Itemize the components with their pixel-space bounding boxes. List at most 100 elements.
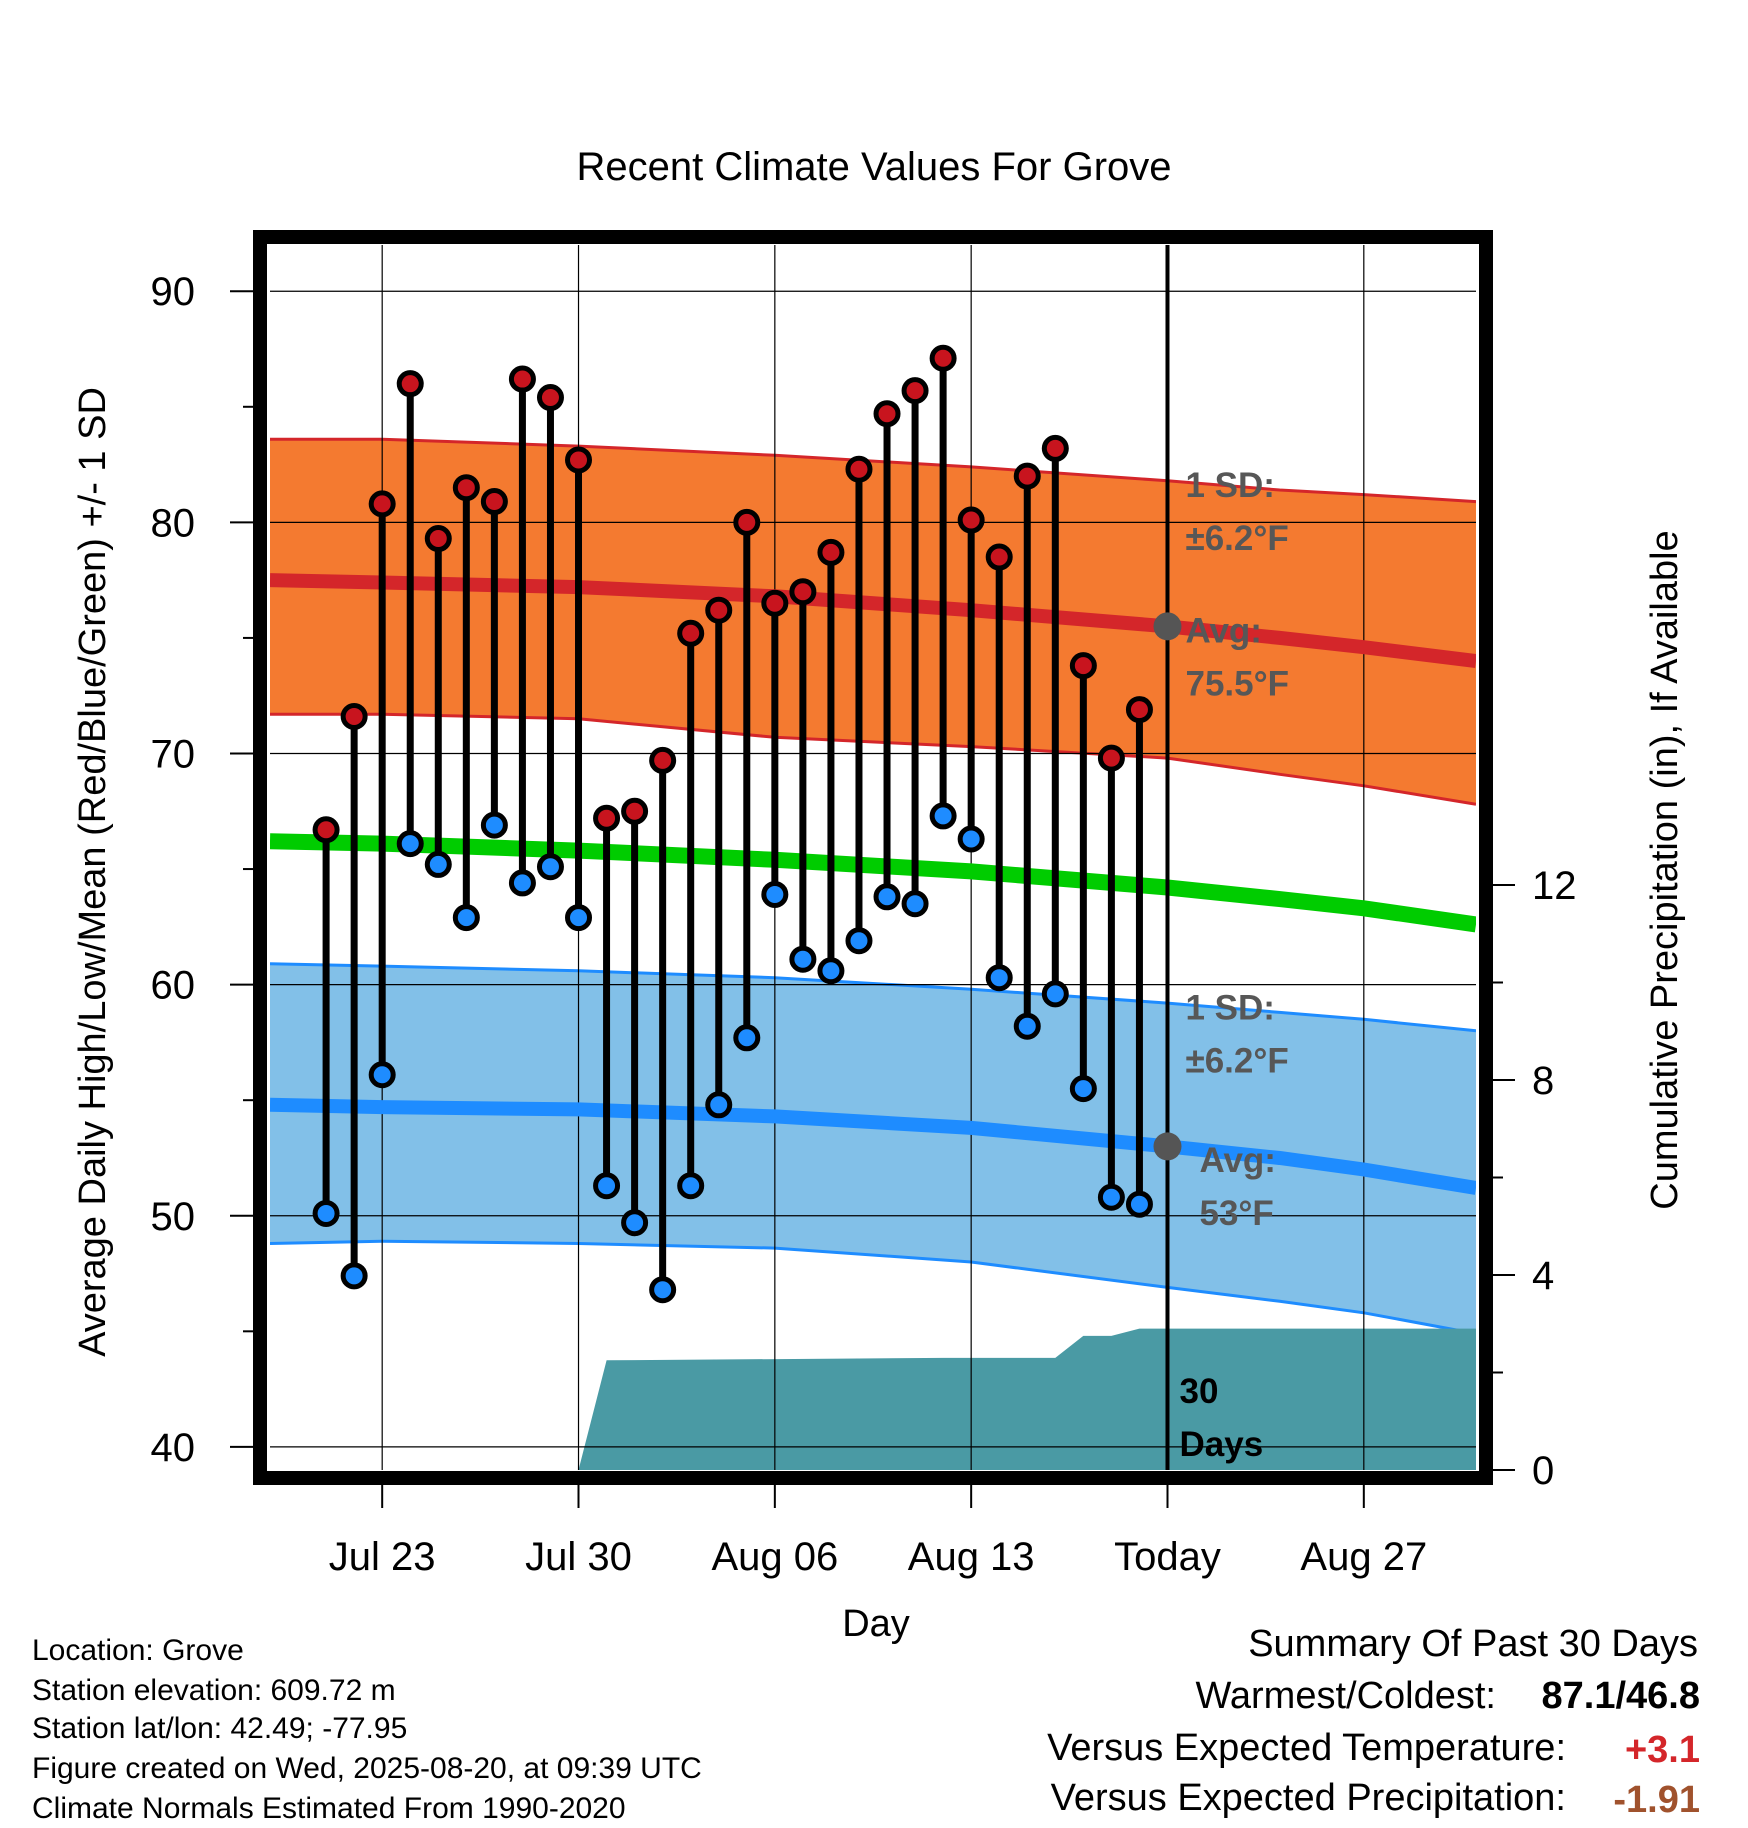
daily-low-point bbox=[677, 1172, 705, 1200]
daily-high-point bbox=[761, 589, 789, 617]
x-axis-label: Day bbox=[842, 1603, 910, 1645]
daily-low-point bbox=[789, 945, 817, 973]
daily-high-point bbox=[817, 538, 845, 566]
low-avg-value: 53°F bbox=[1199, 1194, 1273, 1233]
high-sd-value: ±6.2°F bbox=[1185, 519, 1288, 558]
summary-temp-value: +3.1 bbox=[1625, 1729, 1700, 1771]
y-left-tick-label: 80 bbox=[151, 501, 196, 545]
x-tick-label: Today bbox=[1114, 1535, 1221, 1579]
today-low-average-marker bbox=[1153, 1132, 1182, 1161]
daily-low-point bbox=[508, 869, 536, 897]
daily-low-point bbox=[957, 825, 985, 853]
info-created: Figure created on Wed, 2025-08-20, at 09… bbox=[32, 1752, 702, 1785]
daily-low-point bbox=[424, 850, 452, 878]
daily-high-point bbox=[901, 377, 929, 405]
daily-high-point bbox=[873, 400, 901, 428]
daily-high-point bbox=[649, 746, 677, 774]
daily-high-point bbox=[508, 365, 536, 393]
daily-high-point bbox=[621, 797, 649, 825]
daily-low-point bbox=[761, 880, 789, 908]
plot-frame bbox=[253, 230, 1493, 1485]
daily-low-point bbox=[340, 1262, 368, 1290]
daily-low-point bbox=[1069, 1075, 1097, 1103]
daily-high-point bbox=[340, 703, 368, 731]
info-location: Location: Grove bbox=[32, 1634, 244, 1667]
low-avg-label: Avg: bbox=[1199, 1141, 1275, 1180]
high-avg-label: Avg: bbox=[1185, 612, 1261, 651]
low-sd-value: ±6.2°F bbox=[1185, 1041, 1288, 1080]
summary-precip-value: -1.91 bbox=[1613, 1779, 1700, 1821]
daily-low-point bbox=[929, 802, 957, 830]
y-right-tick-label: 0 bbox=[1532, 1449, 1554, 1493]
daily-low-point bbox=[396, 830, 424, 858]
daily-low-point bbox=[368, 1061, 396, 1089]
daily-high-point bbox=[1097, 744, 1125, 772]
daily-low-point bbox=[901, 890, 929, 918]
daily-high-point bbox=[396, 370, 424, 398]
daily-low-point bbox=[1125, 1190, 1153, 1218]
y-left-tick-label: 90 bbox=[151, 270, 196, 314]
summary-panel: Summary Of Past 30 Days Warmest/Coldest:… bbox=[1047, 1623, 1700, 1821]
summary-heading: Summary Of Past 30 Days bbox=[1248, 1623, 1698, 1665]
daily-low-point bbox=[649, 1276, 677, 1304]
daily-low-point bbox=[593, 1172, 621, 1200]
y-right-tick-label: 8 bbox=[1532, 1059, 1554, 1103]
x-tick-label: Aug 27 bbox=[1300, 1535, 1427, 1579]
daily-high-point bbox=[1069, 652, 1097, 680]
precip-period-label: 30 bbox=[1179, 1372, 1218, 1411]
y-left-tick-label: 50 bbox=[151, 1195, 196, 1239]
summary-warm-cold-label: Warmest/Coldest: bbox=[1195, 1675, 1496, 1717]
daily-low-point bbox=[480, 811, 508, 839]
daily-high-point bbox=[368, 490, 396, 518]
daily-high-point bbox=[480, 488, 508, 516]
y-left-tick-label: 70 bbox=[151, 732, 196, 776]
y-axis-right-label: Cumulative Precipitation (in), If Availa… bbox=[1644, 530, 1686, 1209]
y-left-tick-label: 40 bbox=[151, 1426, 196, 1470]
daily-high-point bbox=[312, 816, 340, 844]
y-right-tick-label: 12 bbox=[1532, 864, 1577, 908]
low-sd-label: 1 SD: bbox=[1185, 988, 1274, 1027]
summary-warm-cold-value: 87.1/46.8 bbox=[1542, 1675, 1700, 1717]
daily-low-point bbox=[705, 1091, 733, 1119]
info-normals: Climate Normals Estimated From 1990-2020 bbox=[32, 1792, 626, 1825]
daily-low-point bbox=[985, 964, 1013, 992]
daily-low-point bbox=[733, 1024, 761, 1052]
x-tick-label: Aug 13 bbox=[908, 1535, 1035, 1579]
daily-low-point bbox=[873, 883, 901, 911]
summary-precip-label: Versus Expected Precipitation: bbox=[1051, 1777, 1566, 1819]
daily-low-point bbox=[817, 957, 845, 985]
daily-low-point bbox=[536, 853, 564, 881]
daily-high-point bbox=[789, 578, 817, 606]
daily-high-point bbox=[593, 804, 621, 832]
daily-high-point bbox=[1013, 462, 1041, 490]
daily-low-point bbox=[565, 904, 593, 932]
high-sd-band bbox=[270, 439, 1476, 805]
daily-high-point bbox=[957, 506, 985, 534]
low-average-line bbox=[270, 1097, 1476, 1195]
y-axis-left-label: Average Daily High/Low/Mean (Red/Blue/Gr… bbox=[72, 387, 114, 1357]
plot-content bbox=[270, 245, 1476, 1470]
mean-line bbox=[270, 833, 1476, 933]
precip-period-unit: Days bbox=[1179, 1425, 1263, 1464]
high-sd-label: 1 SD: bbox=[1185, 466, 1274, 505]
y-left-tick-label: 60 bbox=[151, 964, 196, 1008]
daily-high-point bbox=[845, 455, 873, 483]
plot-area: 1 SD: ±6.2°F Avg: 75.5°F 1 SD: ±6.2°F Avg: 53°F… bbox=[151, 230, 1577, 1579]
daily-high-point bbox=[677, 619, 705, 647]
precip-area bbox=[578, 1328, 1476, 1470]
x-tick-label: Jul 30 bbox=[525, 1535, 632, 1579]
daily-high-point bbox=[705, 596, 733, 624]
daily-high-point bbox=[1125, 696, 1153, 724]
x-tick-label: Aug 06 bbox=[711, 1535, 838, 1579]
daily-high-point bbox=[536, 384, 564, 412]
today-high-average-marker bbox=[1153, 612, 1182, 641]
daily-high-point bbox=[452, 474, 480, 502]
daily-high-point bbox=[1041, 434, 1069, 462]
daily-low-point bbox=[452, 904, 480, 932]
info-latlon: Station lat/lon: 42.49; -77.95 bbox=[32, 1712, 407, 1745]
chart-title: Recent Climate Values For Grove bbox=[576, 145, 1171, 189]
daily-low-point bbox=[1013, 1012, 1041, 1040]
summary-temp-label: Versus Expected Temperature: bbox=[1047, 1727, 1566, 1769]
daily-low-point bbox=[1041, 980, 1069, 1008]
